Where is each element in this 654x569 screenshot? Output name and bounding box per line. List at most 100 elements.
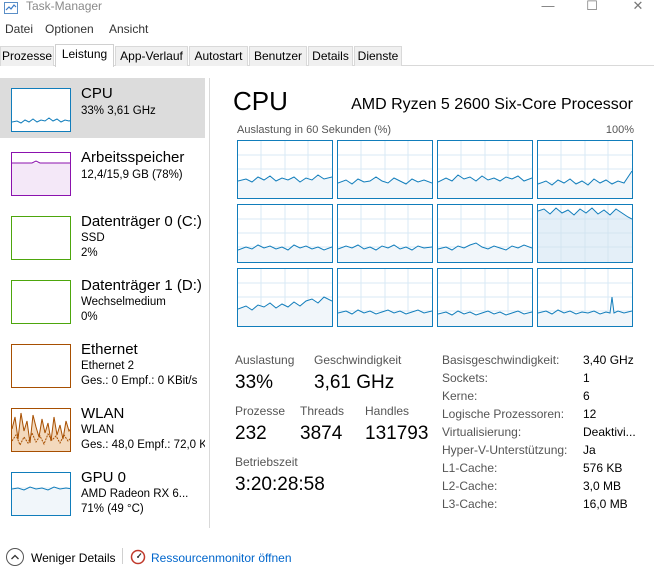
core-graph xyxy=(437,140,533,199)
detail-key: Basisgeschwindigkeit: xyxy=(442,353,560,367)
window-title: Task-Manager xyxy=(26,0,103,13)
resource-name: WLAN xyxy=(81,405,125,422)
ethernet-mini-graph xyxy=(11,344,71,388)
tab-prozesse[interactable]: Prozesse xyxy=(0,46,54,66)
memory-mini-graph xyxy=(11,152,71,196)
detail-key: L3-Cache: xyxy=(442,497,498,511)
resource-item-ethernet[interactable]: Ethernet Ethernet 2 Ges.: 0 Empf.: 0 KBi… xyxy=(0,334,205,394)
menu-ansicht[interactable]: Ansicht xyxy=(109,22,149,36)
cpu-mini-graph xyxy=(11,88,71,132)
resource-detail: 12,4/15,9 GB (78%) xyxy=(81,169,183,181)
resource-name: Arbeitsspeicher xyxy=(81,149,185,166)
detail-value: 6 xyxy=(583,389,590,403)
detail-key: Hyper-V-Unterstützung: xyxy=(442,443,568,457)
core-graph xyxy=(337,268,433,327)
resource-item-disk-1[interactable]: Datenträger 1 (D:) Wechselmedium 0% xyxy=(0,270,205,330)
detail-key: L2-Cache: xyxy=(442,479,498,493)
core-graph xyxy=(237,268,333,327)
page-title: CPU xyxy=(233,86,288,116)
resource-name: Datenträger 0 (C:) xyxy=(81,213,202,230)
utilization-value: 33% xyxy=(235,372,274,393)
core-graph xyxy=(337,140,433,199)
processes-value: 232 xyxy=(235,423,267,444)
detail-value: 3,0 MB xyxy=(583,479,622,493)
task-manager-icon xyxy=(4,1,18,14)
detail-value: 3,40 GHz xyxy=(583,353,634,367)
processor-model: AMD Ryzen 5 2600 Six-Core Processor xyxy=(351,96,633,113)
detail-key: Virtualisierung: xyxy=(442,425,522,439)
resource-list: CPU 33% 3,61 GHz Arbeitsspeicher 12,4/15… xyxy=(0,78,210,528)
tab-dienste[interactable]: Dienste xyxy=(354,46,402,66)
tab-leistung[interactable]: Leistung xyxy=(55,44,114,67)
detail-key: Logische Prozessoren: xyxy=(442,407,565,421)
tab-autostart[interactable]: Autostart xyxy=(189,46,248,66)
core-graph xyxy=(537,268,633,327)
tab-strip: Prozesse Leistung App-Verlauf Autostart … xyxy=(0,44,654,67)
minimize-button[interactable]: — xyxy=(541,0,555,13)
menu-optionen[interactable]: Optionen xyxy=(45,22,94,36)
resource-item-gpu[interactable]: GPU 0 AMD Radeon RX 6... 71% (49 °C) xyxy=(0,462,205,522)
detail-value: Ja xyxy=(583,443,596,457)
handles-value: 131793 xyxy=(365,423,429,444)
resource-detail: SSD xyxy=(81,232,105,244)
core-graph xyxy=(437,268,533,327)
close-button[interactable]: ✕ xyxy=(632,0,644,13)
resource-throughput: Ges.: 0 Empf.: 0 KBit/s xyxy=(81,375,198,387)
resource-detail: Wechselmedium xyxy=(81,296,166,308)
resource-detail: 33% 3,61 GHz xyxy=(81,105,156,117)
detail-key: Kerne: xyxy=(442,389,478,403)
tab-benutzer[interactable]: Benutzer xyxy=(249,46,307,66)
disk0-mini-graph xyxy=(11,216,71,260)
fewer-details-button[interactable]: Weniger Details xyxy=(31,551,116,565)
detail-key: L1-Cache: xyxy=(442,461,498,475)
uptime-label: Betriebszeit xyxy=(235,455,298,469)
core-graph xyxy=(237,140,333,199)
threads-label: Threads xyxy=(300,404,345,418)
menu-datei[interactable]: Datei xyxy=(5,22,34,36)
handles-label: Handles xyxy=(365,404,410,418)
detail-value: 1 xyxy=(583,371,590,385)
disk1-mini-graph xyxy=(11,280,71,324)
speed-label: Geschwindigkeit xyxy=(314,353,402,367)
processes-label: Prozesse xyxy=(235,404,286,418)
detail-value: 576 KB xyxy=(583,461,623,475)
uptime-value: 3:20:28:58 xyxy=(235,474,325,495)
resource-detail: AMD Radeon RX 6... xyxy=(81,488,189,500)
chevron-up-icon[interactable] xyxy=(6,548,24,566)
speed-value: 3,61 GHz xyxy=(314,372,395,393)
threads-value: 3874 xyxy=(300,423,343,444)
core-graph xyxy=(337,204,433,263)
core-graph xyxy=(537,204,633,263)
resource-detail: Ethernet 2 xyxy=(81,360,135,372)
detail-value: Deaktivi... xyxy=(583,425,636,439)
wlan-mini-graph xyxy=(11,408,71,452)
tab-details[interactable]: Details xyxy=(308,46,353,66)
maximize-button[interactable]: ☐ xyxy=(586,0,598,13)
graph-label: Auslastung in 60 Sekunden (%) xyxy=(237,124,392,136)
core-graph-grid xyxy=(237,140,635,328)
detail-key: Sockets: xyxy=(442,371,489,385)
resource-throughput: Ges.: 48,0 Empf.: 72,0 KBit/s xyxy=(81,439,205,451)
resource-usage: 0% xyxy=(81,311,98,323)
resource-name: Ethernet xyxy=(81,341,138,358)
resource-item-memory[interactable]: Arbeitsspeicher 12,4/15,9 GB (78%) xyxy=(0,142,205,202)
footer-divider xyxy=(122,548,123,564)
resource-item-disk-0[interactable]: Datenträger 0 (C:) SSD 2% xyxy=(0,206,205,266)
resource-monitor-icon[interactable] xyxy=(130,549,146,565)
tab-app-verlauf[interactable]: App-Verlauf xyxy=(115,46,188,66)
core-graph xyxy=(237,204,333,263)
title-bar: Task-Manager — ☐ ✕ xyxy=(0,0,654,20)
resource-item-wlan[interactable]: WLAN WLAN Ges.: 48,0 Empf.: 72,0 KBit/s xyxy=(0,398,205,458)
graph-max-label: 100% xyxy=(605,124,634,136)
detail-value: 12 xyxy=(583,407,597,421)
resource-usage: 2% xyxy=(81,247,98,259)
resource-usage: 71% (49 °C) xyxy=(81,503,144,515)
resource-name: GPU 0 xyxy=(81,469,127,486)
resource-name: CPU xyxy=(81,85,113,102)
core-graph xyxy=(537,140,633,199)
open-resource-monitor-link[interactable]: Ressourcenmonitor öffnen xyxy=(151,551,292,565)
gpu-mini-graph xyxy=(11,472,71,516)
resource-item-cpu[interactable]: CPU 33% 3,61 GHz xyxy=(0,78,205,138)
resource-name: Datenträger 1 (D:) xyxy=(81,277,202,294)
detail-value: 16,0 MB xyxy=(583,497,628,511)
